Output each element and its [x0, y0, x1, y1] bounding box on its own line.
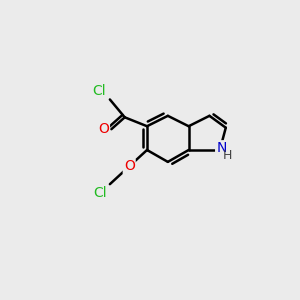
Text: O: O: [124, 159, 135, 173]
Text: Cl: Cl: [93, 84, 106, 98]
Text: H: H: [223, 149, 232, 162]
Text: N: N: [216, 141, 226, 155]
Text: O: O: [98, 122, 109, 136]
Text: Cl: Cl: [93, 186, 107, 200]
